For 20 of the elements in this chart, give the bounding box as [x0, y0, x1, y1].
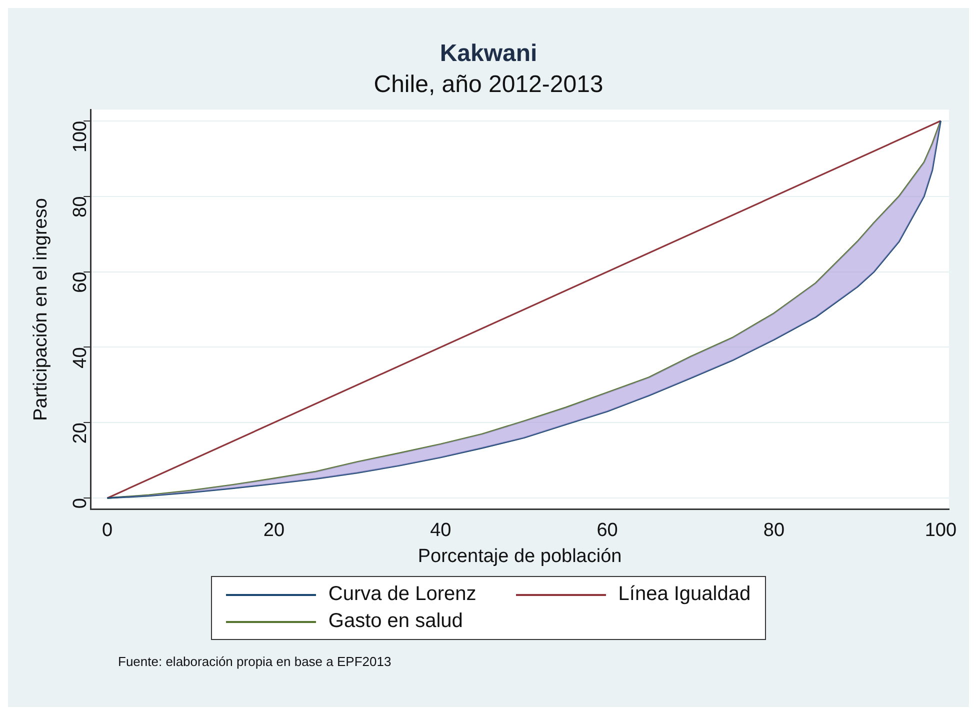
legend-label: Gasto en salud [328, 610, 463, 633]
legend-label: Curva de Lorenz [328, 583, 476, 606]
x-axis-title: Porcentaje de población [418, 546, 622, 567]
y-tick-label: 80 [70, 196, 91, 218]
x-tick-label: 40 [430, 520, 452, 542]
legend-label: Línea Igualdad [618, 583, 751, 606]
x-tick-label: 0 [102, 520, 113, 542]
y-tick-label: 20 [70, 422, 91, 444]
source-note: Fuente: elaboración propia en base a EPF2013 [118, 654, 392, 669]
y-tick-label: 0 [70, 498, 91, 509]
y-axis-title: Participación en el ingreso [30, 198, 52, 421]
y-tick-label: 40 [70, 347, 91, 368]
y-tick-label: 100 [70, 120, 91, 153]
chart-subtitle: Chile, año 2012-2013 [374, 70, 604, 98]
y-tick-label: 60 [70, 272, 91, 293]
x-tick-label: 80 [763, 520, 785, 542]
chart-title: Kakwani [440, 40, 538, 68]
x-tick-label: 60 [596, 520, 618, 542]
x-tick-label: 100 [924, 520, 957, 542]
x-tick-label: 20 [263, 520, 285, 542]
